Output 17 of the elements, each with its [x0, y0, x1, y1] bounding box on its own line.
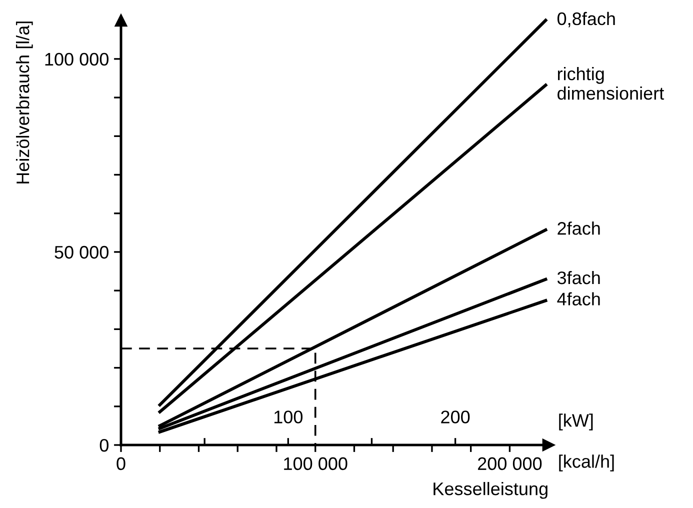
series-label: 0,8fach — [557, 12, 615, 28]
x2-tick-label: 100 — [274, 410, 303, 424]
y-axis-title: Heizölverbrauch [l/a] — [16, 22, 33, 184]
y-tick-label: 100 000 — [45, 52, 108, 66]
text: [kW] — [559, 414, 593, 430]
x-tick-label: 0 — [116, 457, 126, 470]
x-tick-label: 200 000 — [478, 457, 542, 470]
x-axis-title: Kesselleistung — [434, 482, 548, 499]
series-label: 2fach — [558, 222, 600, 235]
y-tick-label: 0 — [100, 438, 108, 452]
x2-tick-label: 200 — [441, 410, 470, 424]
x-tick-label: 100 000 — [284, 457, 348, 470]
series-label: 4fach — [557, 292, 600, 306]
text: [kcal/h] — [559, 454, 614, 472]
series-label: richtig dimensioniert — [558, 67, 664, 100]
y-tick-label: 50 000 — [54, 246, 108, 259]
series-label: 3fach — [557, 270, 600, 284]
